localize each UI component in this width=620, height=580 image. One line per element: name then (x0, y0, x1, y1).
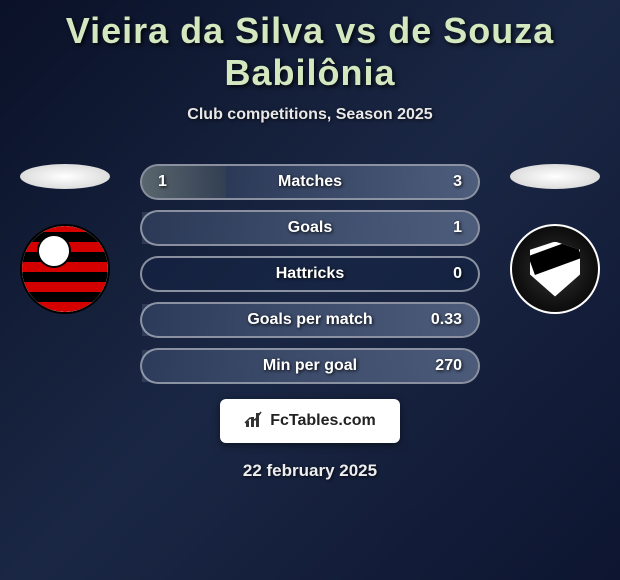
stat-right-value: 0.33 (431, 311, 462, 329)
stat-right-value: 0 (453, 265, 462, 283)
brand-text: FcTables.com (270, 412, 376, 430)
brand-box[interactable]: FcTables.com (220, 399, 400, 443)
stat-label: Matches (142, 173, 478, 191)
stat-row-matches: 1 Matches 3 (140, 164, 480, 200)
stat-row-goals-per-match: Goals per match 0.33 (140, 302, 480, 338)
stat-row-min-per-goal: Min per goal 270 (140, 348, 480, 384)
stat-right-value: 270 (435, 357, 462, 375)
stat-row-hattricks: Hattricks 0 (140, 256, 480, 292)
content-row: 1 Matches 3 Goals 1 Hattricks 0 (10, 164, 610, 481)
shield-icon (530, 242, 580, 297)
stat-right-value: 3 (453, 173, 462, 191)
stat-label: Goals (142, 219, 478, 237)
stat-row-goals: Goals 1 (140, 210, 480, 246)
left-player-marker (20, 164, 110, 189)
stats-column: 1 Matches 3 Goals 1 Hattricks 0 (120, 164, 500, 481)
stat-label: Hattricks (142, 265, 478, 283)
comparison-title: Vieira da Silva vs de Souza Babilônia (10, 10, 610, 94)
right-player-marker (510, 164, 600, 189)
bar-chart-icon (244, 409, 264, 434)
right-club-crest (510, 224, 600, 314)
comparison-subtitle: Club competitions, Season 2025 (10, 106, 610, 124)
stat-label: Goals per match (142, 311, 478, 329)
left-player-col (10, 164, 120, 314)
right-player-col (500, 164, 610, 314)
stat-right-value: 1 (453, 219, 462, 237)
stat-label: Min per goal (142, 357, 478, 375)
comparison-date: 22 february 2025 (140, 461, 480, 481)
left-club-crest (20, 224, 110, 314)
